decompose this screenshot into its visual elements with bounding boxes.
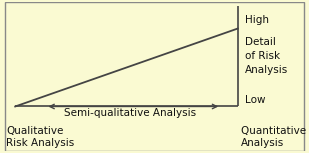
Text: Low: Low: [245, 95, 266, 105]
Text: Qualitative
Risk Analysis: Qualitative Risk Analysis: [6, 126, 74, 148]
Text: Semi-qualitative Analysis: Semi-qualitative Analysis: [64, 108, 196, 118]
Text: High: High: [245, 15, 269, 25]
Text: Detail
of Risk
Analysis: Detail of Risk Analysis: [245, 37, 289, 75]
Text: Quantitative Risk
Analysis: Quantitative Risk Analysis: [241, 126, 309, 148]
